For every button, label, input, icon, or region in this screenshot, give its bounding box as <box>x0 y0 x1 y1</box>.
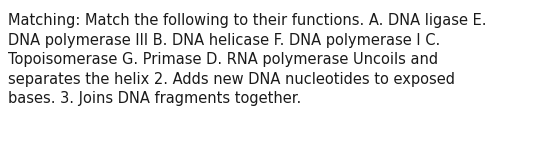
Text: Matching: Match the following to their functions. A. DNA ligase E.
DNA polymeras: Matching: Match the following to their f… <box>8 13 487 106</box>
